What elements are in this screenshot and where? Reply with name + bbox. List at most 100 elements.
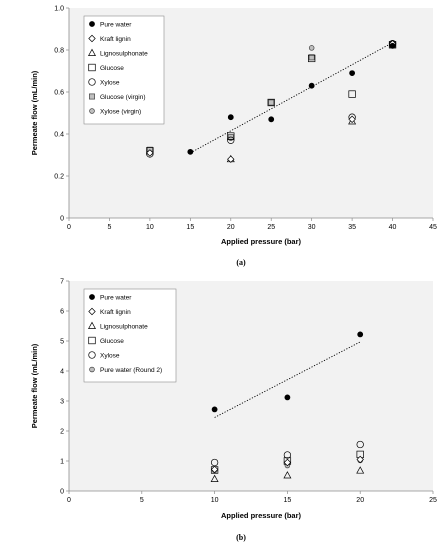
legend-marker-kraft-lignin	[88, 34, 96, 43]
legend-marker-glucose-virgin	[89, 93, 95, 100]
y-axis-title: Permeate flow (mL/min)	[30, 343, 39, 428]
data-point-xylose	[227, 136, 235, 144]
legend-marker-lignosulphonate	[88, 48, 96, 56]
y-tick-label: 0.8	[54, 48, 64, 55]
y-tick-label: 2	[60, 429, 64, 436]
y-axis-title: Permeate flow (mL/min)	[30, 70, 39, 155]
x-tick-label: 5	[107, 224, 111, 231]
y-tick-label: 4	[60, 369, 64, 376]
x-axis-title: Applied pressure (bar)	[221, 237, 302, 246]
legend-entry-lignosulphonate: Lignosulphonate	[100, 50, 148, 57]
panel-label: (a)	[236, 258, 246, 267]
y-tick-label: 0	[60, 489, 64, 496]
x-tick-label: 30	[308, 224, 316, 231]
chart-panel-a: 0 5 10 15 20 25 30 35 40 45 0 0.2 0.4 0.6 0.8 1.0 Applie…	[30, 6, 437, 268]
data-point-pure-water	[389, 42, 396, 49]
series-lignosulphonate	[210, 466, 365, 482]
data-point-glucose	[227, 132, 235, 140]
data-point-lignosulphonate	[356, 466, 365, 474]
x-tick-label: 20	[227, 224, 235, 231]
y-tick-label: 5	[60, 339, 64, 346]
x-tick-label: 25	[267, 224, 275, 231]
y-tick-label: 6	[60, 309, 64, 316]
data-point-pure-water	[268, 116, 275, 123]
data-point-pure-water	[284, 394, 291, 401]
x-tick-label: 0	[67, 224, 71, 231]
y-tick-label: 0	[60, 216, 64, 223]
legend: Pure water Kraft lignin Lignosulphonate Glu…	[83, 15, 165, 125]
legend-marker-glucose	[88, 336, 96, 345]
data-point-kraft-lignin	[283, 458, 292, 467]
data-point-kraft-lignin	[210, 465, 219, 474]
x-tick-label: 10	[211, 497, 219, 504]
data-point-pure-water	[227, 114, 234, 121]
data-point-pure-water	[187, 148, 194, 155]
legend-entry-pure-water: Pure water	[100, 294, 132, 301]
series-pure-water	[211, 331, 364, 413]
y-tick-label: 1	[60, 459, 64, 466]
data-point-kraft-lignin	[348, 115, 356, 123]
legend-entry-kraft-lignin: Kraft lignin	[100, 36, 131, 43]
x-tick-label: 20	[356, 497, 364, 504]
legend-box	[83, 288, 177, 383]
data-point-kraft-lignin	[356, 455, 364, 464]
data-point-pure-water	[357, 331, 364, 338]
x-tick-label: 5	[140, 497, 144, 504]
legend-marker-xylose-virgin	[89, 108, 95, 114]
legend-entry-glucose-virgin: Glucose (virgin)	[100, 94, 146, 101]
legend-entry-kraft-lignin: Kraft lignin	[100, 309, 131, 316]
data-point-xylose	[356, 440, 364, 449]
legend: Pure water Kraft lignin Lignosulphonate Glu…	[83, 288, 177, 383]
data-point-lignosulphonate	[283, 471, 292, 479]
x-tick-label: 10	[146, 224, 154, 231]
trendline-pure-water	[214, 341, 361, 418]
y-tick-label: 0.2	[54, 174, 64, 181]
data-point-xylose-virgin	[308, 45, 315, 51]
data-point-kraft-lignin	[227, 155, 235, 163]
data-point-kraft-lignin	[146, 149, 154, 157]
x-tick-label: 25	[429, 497, 437, 504]
x-tick-label: 45	[429, 224, 437, 231]
legend-marker-lignosulphonate	[88, 321, 96, 329]
series-pure-water	[187, 42, 396, 155]
data-point-glucose	[267, 98, 275, 107]
y-tick-label: 0.4	[54, 132, 64, 139]
legend-entry-pure-water: Pure water	[100, 21, 132, 28]
data-point-glucose	[348, 90, 356, 98]
x-tick-label: 15	[186, 224, 194, 231]
x-tick-label: 40	[389, 224, 397, 231]
data-point-pure-water	[349, 70, 356, 76]
legend-entry-xylose: Xylose	[100, 79, 120, 86]
legend-marker-kraft-lignin	[88, 307, 96, 316]
legend-entry-xylose: Xylose	[100, 352, 120, 359]
legend-box	[83, 15, 165, 125]
x-tick-label: 35	[348, 224, 356, 231]
legend-marker-pure-water-round-2	[89, 366, 95, 373]
x-tick-label: 0	[67, 497, 71, 504]
legend-marker-pure-water	[89, 294, 95, 300]
panel-label: (b)	[236, 533, 246, 542]
legend-marker-xylose	[88, 351, 96, 359]
legend-marker-glucose	[88, 63, 96, 72]
data-point-pure-water	[308, 82, 315, 89]
data-point-pure-water	[211, 406, 218, 413]
legend-entry-lignosulphonate: Lignosulphonate	[100, 323, 148, 330]
x-axis-title: Applied pressure (bar)	[221, 511, 302, 520]
legend-entry-xylose-virgin: Xylose (virgin)	[100, 108, 141, 115]
data-point-glucose-virgin	[268, 99, 275, 106]
legend-entry-pure-water-round-2: Pure water (Round 2)	[100, 367, 162, 374]
data-point-xylose	[210, 458, 219, 467]
trendline-pure-water	[190, 42, 393, 154]
legend-entry-glucose: Glucose	[100, 338, 124, 345]
series-kraft-lignin	[210, 455, 364, 474]
y-tick-label: 7	[60, 279, 64, 286]
legend-marker-xylose	[88, 78, 96, 86]
legend-marker-pure-water	[89, 21, 95, 27]
y-tick-label: 3	[60, 399, 64, 406]
data-point-xylose	[283, 451, 292, 459]
y-tick-label: 0.6	[54, 90, 64, 97]
legend-entry-glucose: Glucose	[100, 65, 124, 72]
chart-panel-b: 0 5 10 15 20 25 0 1 2 3 4 5 6 7 Applied pressure (bar)…	[30, 279, 437, 543]
